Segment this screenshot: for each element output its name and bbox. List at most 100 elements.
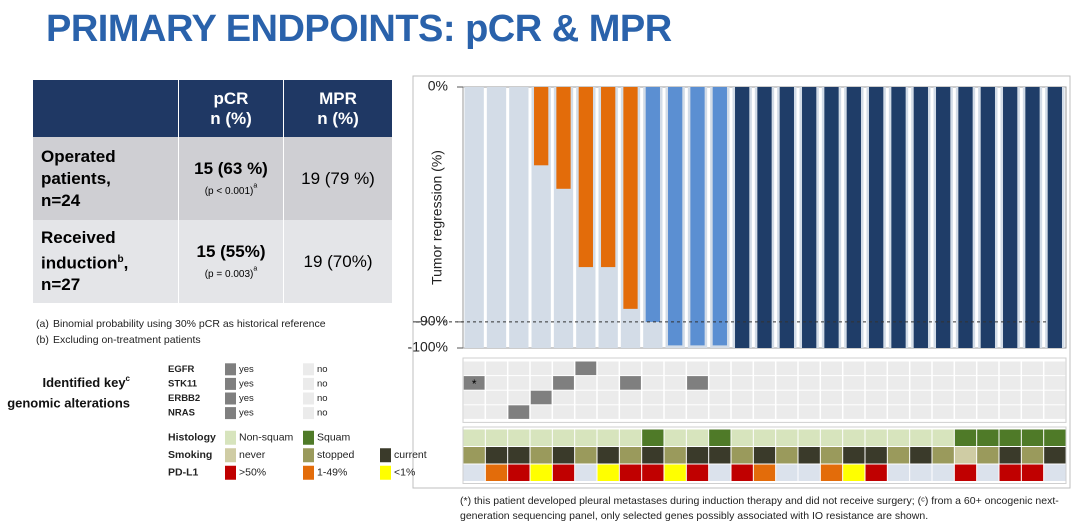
- label-text: patients,: [41, 168, 111, 188]
- clinical-cell: [776, 429, 798, 446]
- legend-swatch: [225, 363, 236, 376]
- y-tick-label: -100%: [408, 339, 448, 355]
- genomic-cell: [620, 390, 641, 405]
- clinical-cell: [798, 464, 820, 481]
- row-name: Smoking: [168, 449, 212, 461]
- genomic-cell: [1044, 405, 1066, 419]
- genomic-cell: [486, 390, 507, 405]
- row-label: Operated patients, n=24: [33, 137, 179, 220]
- clinical-cell: [530, 447, 552, 464]
- clinical-cell: [619, 447, 642, 464]
- clinical-cell: [552, 464, 575, 481]
- genomic-cell: [821, 405, 842, 419]
- genomic-cell: [597, 361, 619, 376]
- table-row: Received inductionb, n=27 15 (55%) (p = 0.0…: [33, 220, 392, 303]
- legend-label: no: [317, 408, 328, 419]
- genomic-cell: [664, 361, 686, 376]
- footnote-marker: (b): [36, 334, 49, 346]
- genomic-cell: [508, 376, 530, 390]
- genomic-cell: [821, 390, 842, 405]
- label-text: n=27: [41, 275, 81, 295]
- clinical-cell: [776, 464, 798, 481]
- genomic-cell: [888, 376, 909, 390]
- legend-label: >50%: [239, 467, 266, 479]
- footnote-ref: b: [117, 253, 124, 265]
- legend-label: yes: [239, 408, 254, 419]
- footnote-text: Binomial probability using 30% pCR as hi…: [53, 318, 326, 330]
- genomic-cell: [910, 405, 932, 419]
- clinical-cell: [709, 429, 731, 446]
- genomic-cell: [642, 390, 664, 405]
- clinical-cell: [1021, 464, 1044, 481]
- genomic-cell: [1022, 390, 1043, 405]
- clinical-cell: [999, 429, 1021, 446]
- genomic-cell: [620, 376, 641, 390]
- clinical-cell: [731, 464, 753, 481]
- gene-name: ERBB2: [168, 393, 200, 404]
- clinical-cell: [463, 464, 485, 481]
- clinical-cell: [642, 447, 664, 464]
- clinical-cell: [597, 429, 619, 446]
- clinical-cell: [977, 447, 999, 464]
- legend-label: yes: [239, 393, 254, 404]
- clinical-cell: [843, 464, 865, 481]
- legend-swatch: [380, 465, 391, 480]
- genomic-cell: [597, 405, 619, 419]
- genomic-cell: [843, 361, 865, 376]
- header-row: pCR n (%) MPR n (%): [33, 80, 392, 137]
- header-text: n (%): [210, 108, 252, 128]
- gene-name: NRAS: [168, 408, 195, 419]
- genomic-cell: [508, 390, 530, 405]
- clinical-cell: [977, 464, 999, 481]
- genomic-cell: [687, 376, 708, 390]
- legend-swatch: [225, 392, 236, 405]
- clinical-cell: [798, 429, 820, 446]
- bar: [891, 87, 906, 348]
- bar: [623, 87, 638, 309]
- genomic-cell: [575, 361, 597, 376]
- clinical-cell: [887, 429, 910, 446]
- header-cell: pCR n (%): [178, 80, 284, 137]
- bar: [1047, 87, 1062, 348]
- clinical-cell: [642, 429, 664, 446]
- genomic-cell: [620, 405, 641, 419]
- genomic-cell: [955, 376, 976, 390]
- clinical-cell: [820, 447, 843, 464]
- genomic-cell: [731, 376, 753, 390]
- cell: 15 (55%) (p = 0.003)a: [178, 220, 284, 303]
- genomic-cell: [999, 361, 1021, 376]
- genomic-cell: [709, 376, 731, 390]
- legend-label: yes: [239, 364, 254, 375]
- legend-label: 1-49%: [317, 467, 347, 479]
- y-tick-label: 0%: [428, 78, 448, 94]
- clinical-cell: [887, 447, 910, 464]
- clinical-cell: [575, 464, 597, 481]
- legend-swatch: [303, 465, 314, 480]
- genomic-cell: [486, 376, 507, 390]
- footnote: (a) Binomial probability using 30% pCR as…: [36, 316, 326, 332]
- legend-label: never: [239, 449, 266, 461]
- bar: [601, 87, 616, 268]
- genomic-cell: [687, 361, 708, 376]
- genomic-cell: [687, 405, 708, 419]
- genomic-cell: [664, 376, 686, 390]
- clinical-cell: [508, 429, 530, 446]
- panel-title: Identified keyc: [42, 374, 130, 390]
- genomic-cell: [530, 361, 552, 376]
- genomic-cell: [687, 390, 708, 405]
- genomic-cell: [1044, 376, 1066, 390]
- table-row: Operated patients, n=24 15 (63 %) (p < 0.00…: [33, 137, 392, 220]
- genomic-cell: [932, 361, 954, 376]
- label-text: n=24: [41, 190, 81, 210]
- y-tick-label: -90%: [415, 313, 448, 329]
- genomic-cell: [999, 390, 1021, 405]
- clinical-cell: [865, 464, 887, 481]
- genomic-cell: [865, 361, 887, 376]
- genomic-cell: [798, 376, 820, 390]
- bar: [779, 87, 794, 348]
- label-text: induction: [41, 253, 118, 273]
- cell: 19 (79 %): [283, 137, 392, 220]
- clinical-cell: [619, 429, 642, 446]
- genomic-cell: [843, 390, 865, 405]
